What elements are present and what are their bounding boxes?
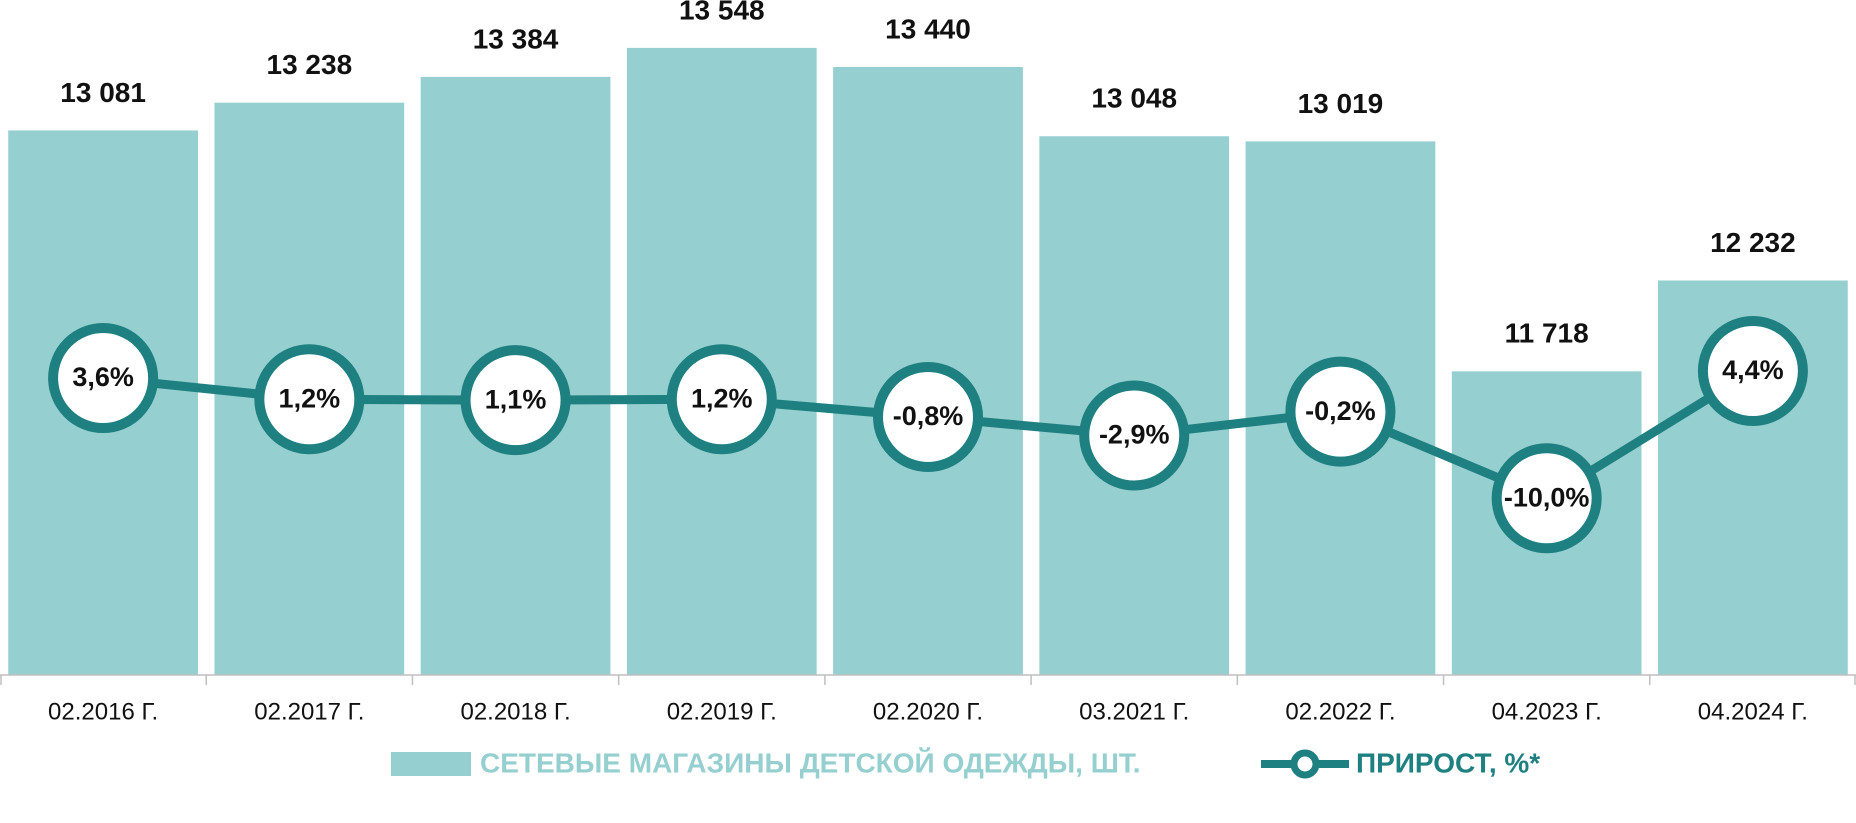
bar-value-label: 13 548 — [679, 0, 765, 25]
line-marker — [1285, 356, 1396, 467]
legend-swatch — [1290, 749, 1320, 779]
line-value-label: -0,8% — [893, 401, 964, 431]
bar-value-label: 13 019 — [1298, 88, 1384, 119]
bar-value-label: 12 232 — [1710, 227, 1796, 258]
x-tick-label: 03.2021 Г. — [1079, 698, 1189, 725]
bar-value-label: 13 081 — [60, 77, 146, 108]
line-marker — [1079, 380, 1190, 491]
legend-swatch — [391, 752, 471, 776]
line-marker — [254, 344, 365, 455]
line-value-label: -10,0% — [1504, 482, 1590, 512]
x-tick-label: 02.2016 Г. — [48, 698, 158, 725]
x-tick-label: 02.2018 Г. — [460, 698, 570, 725]
x-tick-label: 02.2022 Г. — [1285, 698, 1395, 725]
line-marker — [460, 345, 571, 456]
line-value-label: 1,2% — [691, 383, 753, 413]
line-marker — [1491, 443, 1602, 554]
bar-value-label: 13 048 — [1091, 83, 1177, 114]
x-tick-label: 02.2020 Г. — [873, 698, 983, 725]
line-value-label: -2,9% — [1099, 420, 1170, 450]
x-tick-label: 04.2024 Г. — [1698, 698, 1808, 725]
legend-label: ПРИРОСТ, %* — [1356, 747, 1540, 778]
bar-value-label: 13 238 — [267, 49, 353, 80]
line-marker — [666, 344, 777, 455]
x-tick-label: 02.2017 Г. — [254, 698, 364, 725]
bar-value-label: 13 384 — [473, 23, 559, 54]
line-marker — [1697, 315, 1808, 426]
bar-value-label: 13 440 — [885, 13, 971, 44]
legend-label: СЕТЕВЫЕ МАГАЗИНЫ ДЕТСКОЙ ОДЕЖДЫ, ШТ. — [480, 746, 1141, 778]
line-value-label: 4,4% — [1722, 355, 1784, 385]
line-value-label: -0,2% — [1305, 396, 1376, 426]
line-value-label: 1,2% — [279, 383, 341, 413]
line-marker — [48, 323, 159, 434]
x-tick-label: 02.2019 Г. — [667, 698, 777, 725]
line-value-label: 3,6% — [72, 362, 134, 392]
line-value-label: 1,1% — [485, 384, 547, 414]
x-tick-label: 04.2023 Г. — [1492, 698, 1602, 725]
line-marker — [873, 361, 983, 472]
bar-value-label: 11 718 — [1505, 318, 1589, 349]
